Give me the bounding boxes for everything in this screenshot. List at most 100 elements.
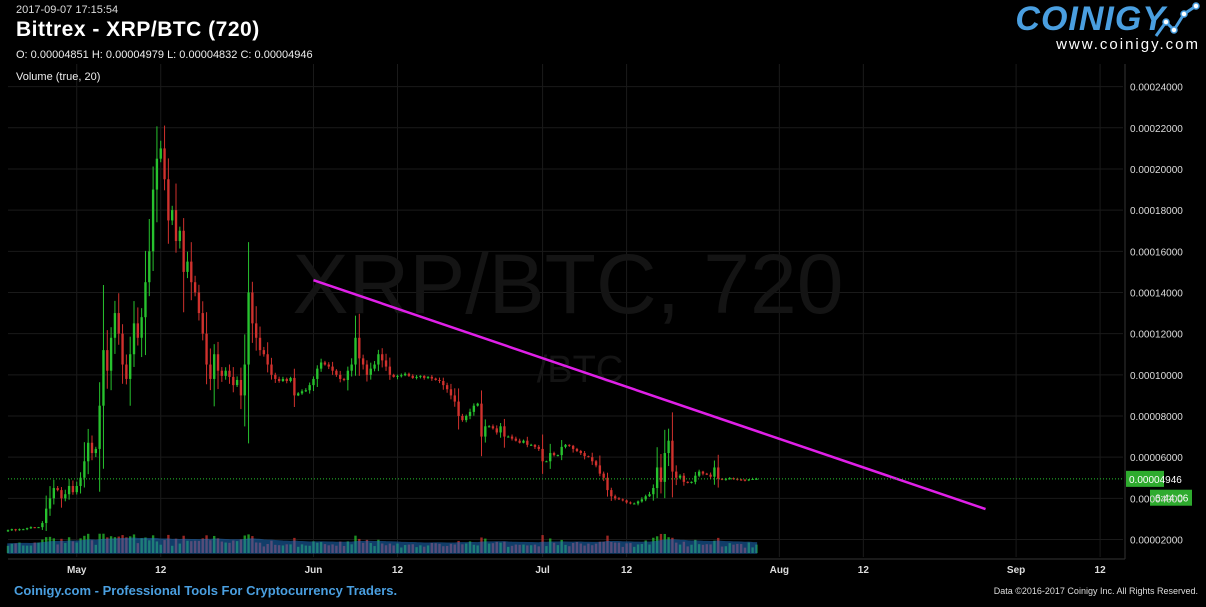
candle-body [251, 292, 254, 324]
candle-body [308, 385, 311, 391]
candle-body [163, 148, 166, 180]
candle-body [377, 354, 380, 365]
candle-body [568, 444, 571, 446]
candle-body [285, 378, 288, 382]
candle-body [281, 378, 285, 382]
candle-body [274, 374, 277, 379]
candle-body [552, 453, 556, 456]
chart-title: Bittrex - XRP/BTC (720) [16, 18, 260, 41]
x-tick-label: May [67, 565, 87, 576]
candle-body [255, 323, 258, 338]
candle-body [465, 415, 468, 421]
timestamp: 2017-09-07 17:15:54 [16, 4, 119, 16]
candle-body [216, 354, 220, 371]
candle-body [56, 488, 59, 491]
candle-body [197, 292, 201, 314]
candle-body [304, 390, 308, 392]
candle-body [644, 496, 647, 500]
candle-body [277, 378, 281, 382]
candle-body [529, 444, 533, 446]
candle-body [468, 411, 472, 416]
current-price-line: 0.00004946 6:44:06 [8, 470, 1192, 506]
footer-tagline[interactable]: Coinigy.com - Professional Tools For Cry… [14, 583, 398, 598]
trendline[interactable] [313, 278, 986, 511]
candle-body [224, 370, 227, 376]
candle-body [591, 457, 594, 462]
candle-body [697, 471, 701, 476]
candle-body [289, 377, 292, 382]
candle-body [430, 376, 434, 379]
candle-body [339, 374, 342, 379]
axes: 0.00002000 0.00004000 0.00006000 0.00008000… [8, 64, 1183, 576]
candle-body [675, 471, 678, 478]
candle-body [610, 490, 613, 497]
candle-body [33, 527, 36, 529]
candle-body [705, 473, 708, 475]
y-tick-label: 0.00016000 [1130, 247, 1183, 258]
candle-body [94, 448, 98, 454]
candle-body [369, 368, 372, 375]
x-tick-label: Sep [1007, 565, 1025, 576]
y-tick-label: 0.00014000 [1130, 288, 1183, 299]
candle-body [396, 375, 399, 377]
candle-body [361, 358, 365, 365]
candle-body [545, 461, 548, 463]
candle-body [48, 498, 52, 509]
candle-body [739, 479, 743, 481]
candle-body [571, 445, 575, 449]
candle-body [350, 364, 353, 371]
candle-body [75, 485, 78, 493]
candle-body [686, 481, 689, 483]
candle-body [174, 210, 178, 242]
candle-body [415, 376, 418, 378]
candle-body [606, 477, 609, 491]
candle-body [507, 436, 510, 438]
candle-body [190, 261, 193, 283]
candle-body [667, 440, 670, 454]
candle-body [556, 455, 560, 457]
candle-body [213, 354, 216, 379]
candle-body [472, 405, 476, 412]
y-tick-label: 0.00006000 [1130, 453, 1183, 464]
candle-body [109, 337, 113, 371]
candle-body [266, 354, 269, 365]
candle-body [346, 370, 350, 380]
candle-body [717, 467, 720, 479]
candle-body [518, 440, 521, 443]
candle-body [201, 313, 204, 334]
candle-body [258, 337, 262, 351]
candle-body [728, 478, 731, 480]
y-tick-label: 0.00012000 [1130, 330, 1183, 341]
candle-body [354, 337, 357, 365]
candle-body [499, 426, 502, 433]
candle-body [22, 529, 25, 531]
candle-body [129, 354, 132, 379]
coinigy-logo[interactable]: COINIGY www.coinigy.com [1015, 2, 1200, 53]
volume-indicator-label[interactable]: Volume (true, 20) [16, 71, 101, 83]
candles[interactable] [6, 125, 758, 533]
candle-body [41, 523, 44, 528]
candle-body [209, 364, 212, 379]
y-tick-label: 0.00018000 [1130, 206, 1183, 217]
candle-body [151, 189, 155, 252]
candle-body [633, 503, 636, 505]
candle-body [90, 442, 94, 454]
watermark-text: XRP/BTC, 720 [293, 237, 844, 331]
candle-body [98, 405, 101, 449]
logo-brand: COINIGY [1015, 0, 1166, 38]
candle-body [388, 366, 392, 375]
candle-body [392, 374, 395, 377]
candle-body [384, 360, 388, 367]
candle-body [503, 426, 506, 437]
candle-body [64, 494, 67, 499]
candle-body [514, 438, 518, 441]
candle-body [71, 485, 75, 493]
candle-body [659, 467, 663, 482]
candle-body [83, 461, 86, 478]
candle-body [300, 391, 304, 394]
candle-body [106, 350, 109, 371]
candle-body [709, 474, 712, 477]
candle-body [18, 529, 21, 531]
candle-body [423, 375, 426, 378]
